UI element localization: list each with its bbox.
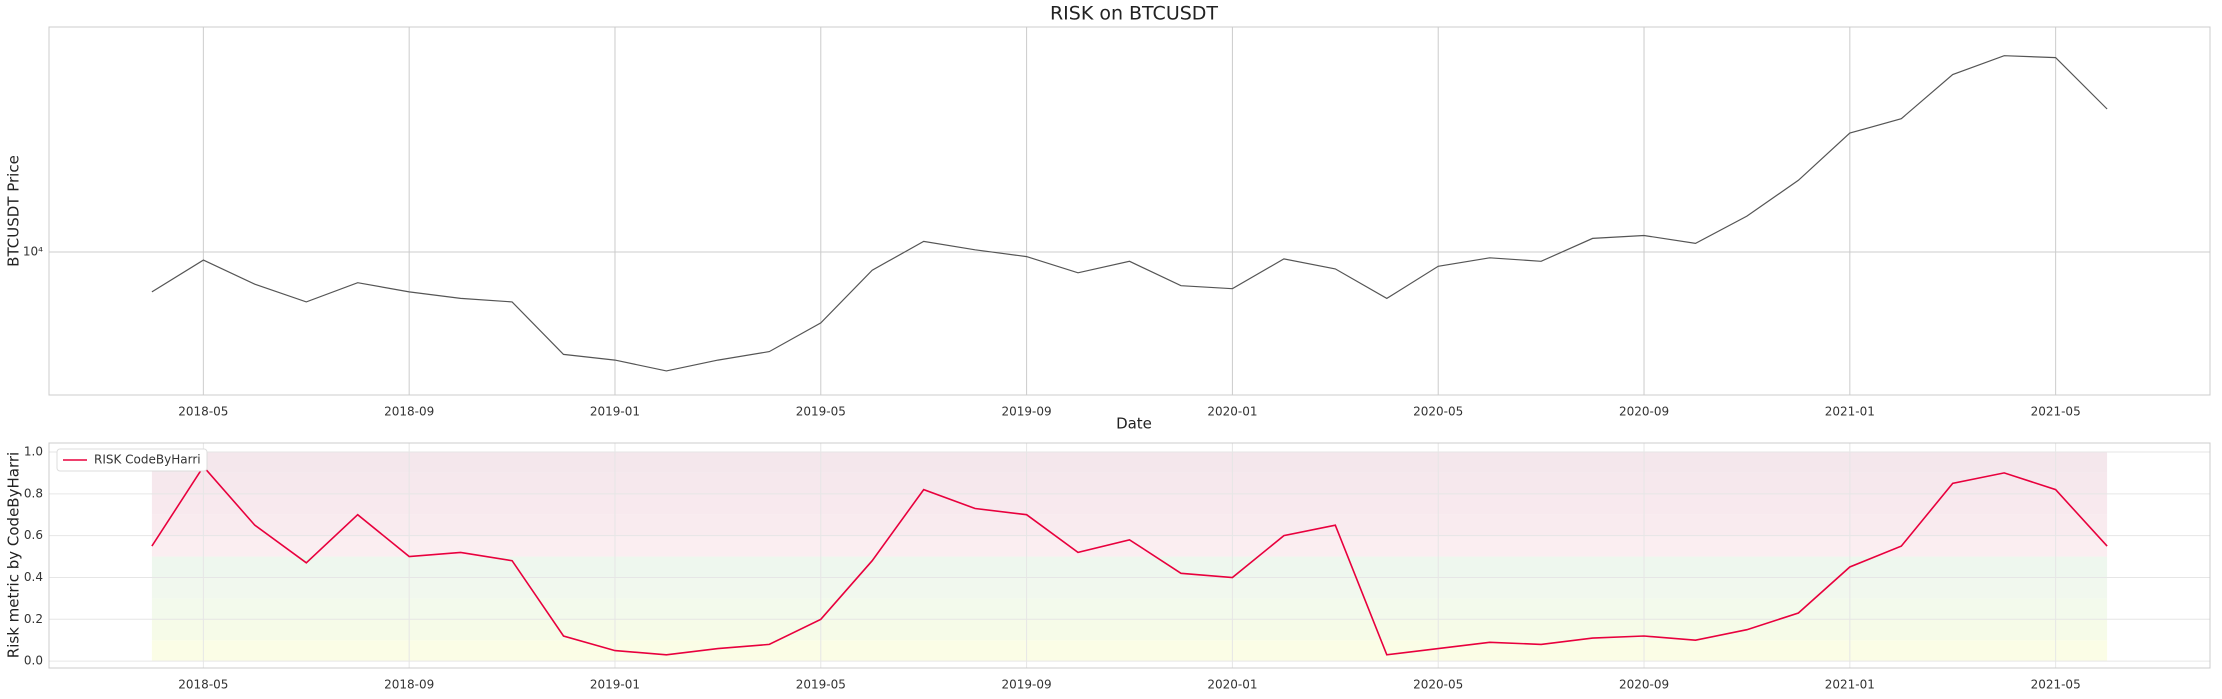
y-tick-label: 0.6	[24, 528, 43, 542]
x-tick-label: 2019-05	[796, 405, 846, 419]
y-tick-label: 10⁴	[23, 245, 43, 259]
x-tick-label: 2018-05	[178, 405, 228, 419]
risk-band	[151, 640, 2108, 662]
x-tick-label: 2019-01	[590, 405, 640, 419]
x-tick-label: 2021-05	[2031, 678, 2081, 692]
risk-band	[151, 598, 2108, 620]
risk-band	[151, 535, 2108, 557]
risk-band	[151, 514, 2108, 536]
x-tick-label: 2020-01	[1207, 678, 1257, 692]
risk-band	[151, 577, 2108, 599]
risk-band	[151, 556, 2108, 578]
x-tick-label: 2019-09	[1002, 405, 1052, 419]
y-tick-label: 0.0	[24, 654, 43, 668]
y-tick-label: 0.4	[24, 570, 43, 584]
x-tick-label: 2020-09	[1619, 405, 1669, 419]
chart-title: RISK on BTCUSDT	[1050, 3, 1218, 25]
y-tick-label: 0.2	[24, 612, 43, 626]
x-tick-label: 2018-05	[178, 678, 228, 692]
x-tick-label: 2018-09	[384, 405, 434, 419]
y-tick-label: 1.0	[24, 444, 43, 458]
x-tick-label: 2020-05	[1413, 405, 1463, 419]
y-tick-label: 0.8	[24, 486, 43, 500]
y-axis-label: BTCUSDT Price	[5, 155, 23, 267]
risk-band	[151, 619, 2108, 641]
y-axis-label: Risk metric by CodeByHarri	[5, 452, 23, 658]
x-tick-label: 2020-05	[1413, 678, 1463, 692]
legend-box	[56, 448, 208, 472]
x-axis-label: Date	[1116, 415, 1152, 433]
x-tick-label: 2020-01	[1207, 405, 1257, 419]
x-tick-label: 2019-05	[796, 678, 846, 692]
data-line	[151, 55, 2108, 372]
x-tick-label: 2018-09	[384, 678, 434, 692]
x-tick-label: 2019-01	[590, 678, 640, 692]
risk-band	[151, 451, 2108, 473]
x-tick-label: 2021-01	[1825, 678, 1875, 692]
x-tick-label: 2021-01	[1825, 405, 1875, 419]
legend-label: RISK CodeByHarri	[94, 453, 201, 467]
x-tick-label: 2021-05	[2031, 405, 2081, 419]
data-line	[151, 465, 2108, 656]
plot-frame	[48, 26, 2211, 396]
x-tick-label: 2020-09	[1619, 678, 1669, 692]
plot-frame	[48, 442, 2211, 669]
risk-band	[151, 493, 2108, 515]
risk-band	[151, 472, 2108, 494]
x-tick-label: 2019-09	[1002, 678, 1052, 692]
